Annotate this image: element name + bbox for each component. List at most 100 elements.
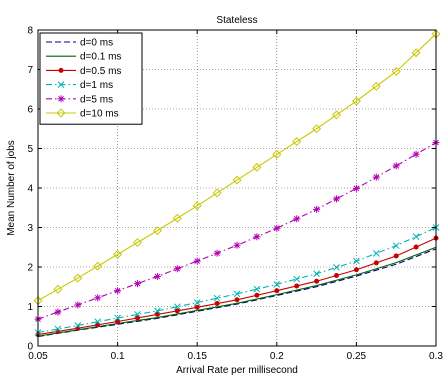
x-tick-label: 0.25 (347, 351, 367, 362)
data-point-marker (334, 272, 339, 278)
legend-label: d=10 ms (80, 109, 119, 120)
data-point-marker (413, 244, 419, 250)
data-point-marker (412, 233, 420, 240)
data-point-marker (254, 292, 260, 298)
legend-item: d=0 ms (46, 38, 113, 49)
x-tick-label: 0.05 (28, 351, 48, 362)
legend-box (39, 32, 143, 125)
data-point-marker (392, 242, 400, 250)
y-tick-label: 6 (27, 105, 33, 116)
y-tick-label: 8 (27, 26, 33, 37)
data-point-marker (333, 195, 340, 203)
data-point-marker (213, 294, 221, 302)
legend-marker (56, 108, 66, 118)
data-point-marker (53, 284, 63, 294)
data-point-marker (411, 48, 421, 58)
data-point-marker (214, 301, 220, 307)
data-point-marker (273, 281, 281, 288)
legend-label: d=0 ms (80, 38, 113, 49)
data-point-marker (54, 308, 62, 316)
legend-marker (58, 67, 64, 73)
data-point-marker (173, 303, 181, 311)
data-point-marker (93, 261, 103, 271)
data-point-marker (115, 319, 121, 325)
data-point-marker (173, 265, 181, 273)
legend-item: d=10 ms (46, 108, 119, 120)
legend-item: d=1 ms (46, 80, 113, 91)
data-point-marker (135, 315, 140, 321)
data-point-marker (353, 257, 360, 265)
y-tick-label: 5 (27, 144, 33, 155)
data-point-marker (313, 270, 320, 278)
legend-item: d=0.1 ms (46, 52, 121, 63)
data-point-marker (293, 275, 301, 283)
data-point-marker (292, 137, 302, 147)
y-tick-label: 7 (27, 65, 33, 76)
data-point-marker (352, 184, 360, 192)
data-point-marker (313, 205, 321, 213)
data-point-marker (232, 175, 242, 185)
data-point-marker (193, 257, 201, 265)
series-d-1-ms (34, 224, 440, 336)
data-point-marker (314, 278, 320, 284)
x-tick-label: 0.1 (111, 351, 125, 362)
data-point-marker (94, 294, 102, 302)
data-point-marker (252, 162, 262, 172)
data-point-marker (132, 238, 143, 248)
data-point-marker (154, 311, 160, 317)
data-point-marker (234, 297, 240, 303)
legend-marker (57, 95, 65, 103)
data-point-marker (253, 233, 261, 241)
data-point-marker (192, 201, 202, 211)
data-point-marker (253, 285, 261, 293)
series-d-10-ms (33, 29, 441, 306)
data-point-marker (213, 249, 221, 257)
series-line (37, 246, 437, 337)
data-point-marker (114, 287, 122, 295)
legend-item: d=5 ms (46, 94, 113, 105)
data-point-marker (152, 226, 162, 236)
data-point-marker (372, 173, 380, 181)
data-point-marker (153, 272, 161, 280)
y-tick-label: 2 (27, 263, 33, 274)
legend-item: d=0.5 ms (46, 66, 121, 77)
x-tick-label: 0.2 (270, 351, 284, 362)
data-point-marker (194, 304, 200, 310)
data-point-marker (193, 299, 201, 306)
data-point-marker (114, 314, 121, 322)
data-point-marker (233, 290, 241, 298)
data-point-marker (351, 96, 361, 106)
y-tick-label: 4 (27, 184, 33, 195)
series-layer (33, 29, 441, 338)
y-tick-label: 0 (27, 342, 33, 353)
data-point-marker (154, 307, 161, 315)
data-point-marker (73, 273, 83, 283)
data-point-marker (412, 150, 420, 158)
data-point-marker (54, 325, 62, 333)
series-line (37, 33, 437, 302)
y-axis-title: Mean Number of jobs (6, 140, 17, 236)
data-point-marker (94, 318, 102, 326)
data-point-marker (393, 253, 399, 259)
y-tick-label: 3 (27, 223, 33, 234)
legend: d=0 ms d=0.1 ms d=0.5 ms d=1 ms d=5 ms d=10 m… (39, 32, 143, 125)
legend-label: d=1 ms (80, 80, 113, 91)
data-point-marker (274, 288, 280, 294)
data-point-marker (134, 311, 141, 318)
data-point-marker (74, 301, 82, 309)
data-point-marker (212, 188, 222, 198)
data-point-marker (353, 267, 359, 273)
data-point-marker (312, 124, 322, 134)
data-point-marker (75, 325, 81, 331)
data-point-marker (113, 249, 123, 259)
data-point-marker (172, 213, 182, 223)
series-line (37, 248, 437, 338)
data-point-marker (372, 250, 380, 257)
data-point-marker (373, 260, 379, 266)
data-point-marker (392, 162, 400, 170)
data-point-marker (134, 280, 141, 288)
legend-marker (57, 81, 65, 88)
x-tick-label: 0.3 (429, 351, 443, 362)
x-axis-title: Arrival Rate per millisecond (176, 365, 298, 376)
